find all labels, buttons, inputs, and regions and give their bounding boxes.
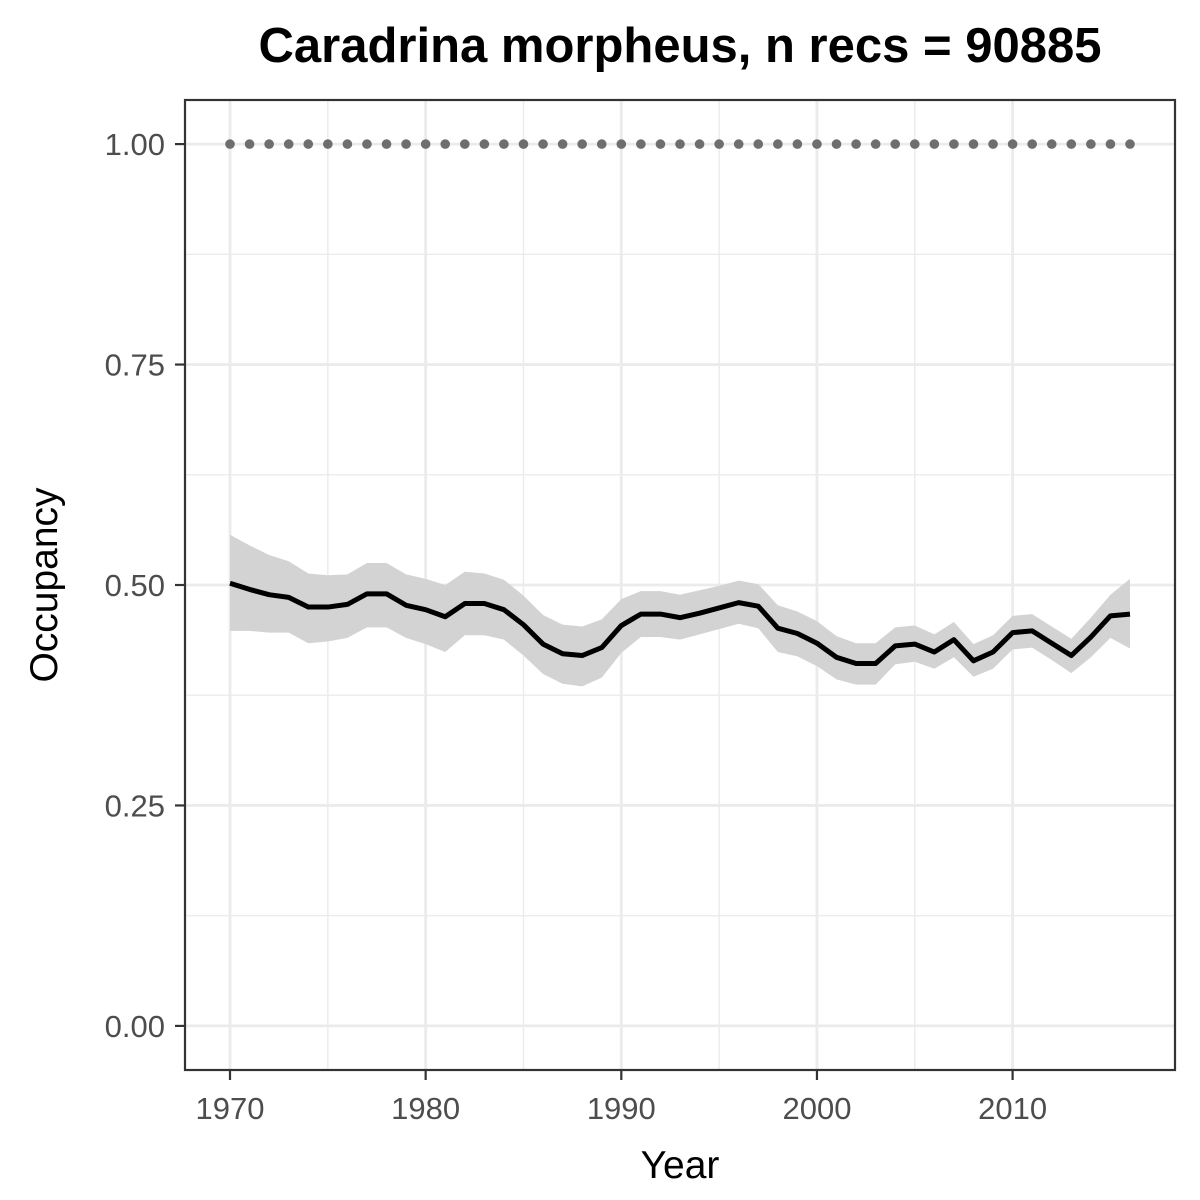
reference-point — [1007, 139, 1018, 149]
reference-point — [1046, 139, 1057, 149]
chart-title: Caradrina morpheus, n recs = 90885 — [258, 19, 1102, 73]
reference-point — [694, 139, 705, 149]
y-tick-label: 0.75 — [105, 348, 165, 383]
reference-point — [636, 139, 646, 149]
reference-point — [538, 139, 548, 149]
x-tick-label: 1980 — [391, 1091, 460, 1126]
reference-point — [870, 139, 881, 149]
reference-point — [1066, 139, 1077, 149]
reference-points-layer — [225, 139, 1135, 149]
y-tick-label: 0.50 — [105, 568, 165, 603]
x-tick-label: 2000 — [782, 1091, 851, 1126]
confidence-band — [230, 534, 1130, 687]
reference-point — [1027, 139, 1037, 149]
reference-point — [655, 139, 666, 149]
reference-point — [362, 139, 372, 149]
x-tick-label: 2010 — [978, 1091, 1047, 1126]
reference-point — [244, 139, 255, 149]
reference-point — [890, 139, 901, 149]
reference-point — [323, 139, 333, 149]
reference-point — [303, 139, 314, 149]
reference-point — [264, 139, 274, 149]
reference-point — [401, 139, 411, 149]
x-axis: 1970 1980 1990 2000 2010 — [196, 1070, 1047, 1126]
reference-point — [342, 139, 353, 149]
reference-point — [929, 139, 940, 149]
reference-point — [968, 139, 979, 149]
y-tick-label: 0.00 — [105, 1009, 165, 1044]
reference-point — [851, 139, 861, 149]
reference-point — [283, 139, 294, 149]
reference-point — [440, 139, 451, 149]
reference-point — [714, 139, 724, 149]
reference-point — [909, 139, 920, 149]
reference-point — [773, 139, 783, 149]
reference-point — [577, 139, 587, 149]
reference-point — [459, 139, 470, 149]
reference-point — [420, 139, 431, 149]
reference-point — [557, 139, 568, 149]
reference-point — [831, 139, 842, 149]
reference-point — [753, 139, 764, 149]
reference-point — [499, 139, 509, 149]
reference-point — [733, 139, 744, 149]
reference-point — [1125, 139, 1135, 149]
grid-lines — [185, 100, 1175, 1070]
reference-point — [518, 139, 529, 149]
x-axis-title: Year — [641, 1144, 720, 1187]
x-tick-label: 1970 — [196, 1091, 265, 1126]
reference-point — [616, 139, 627, 149]
y-tick-label: 1.00 — [105, 127, 165, 162]
trend-line-layer — [229, 580, 1131, 666]
confidence-band-layer — [230, 534, 1130, 687]
reference-point — [1086, 139, 1096, 149]
reference-point — [812, 139, 822, 149]
reference-point — [988, 139, 998, 149]
x-tick-label: 1990 — [587, 1091, 656, 1126]
y-tick-label: 0.25 — [105, 788, 165, 823]
reference-point — [596, 139, 607, 149]
y-axis-title: Occupancy — [23, 487, 66, 683]
y-axis: 0.00 0.25 0.50 0.75 1.00 — [105, 127, 185, 1044]
occupancy-line — [229, 580, 1131, 666]
reference-point — [381, 139, 392, 149]
reference-point — [479, 139, 490, 149]
reference-point — [675, 139, 685, 149]
reference-point — [225, 139, 235, 149]
reference-point — [1105, 139, 1116, 149]
reference-point — [792, 139, 803, 149]
reference-point — [949, 139, 959, 149]
